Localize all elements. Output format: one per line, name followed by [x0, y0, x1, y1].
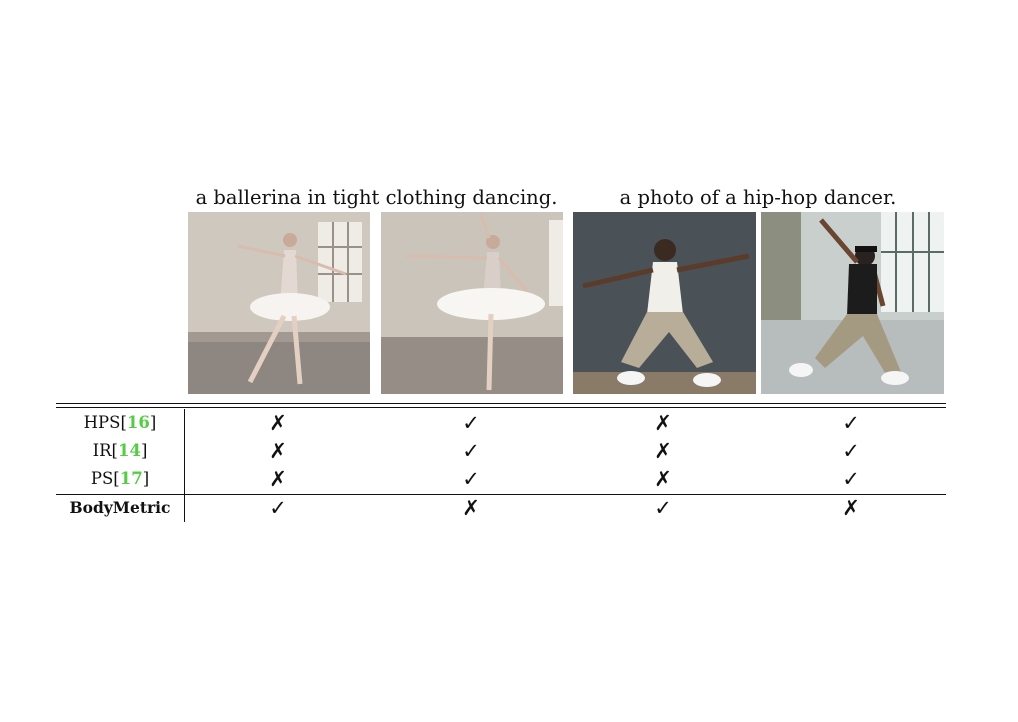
table-row-bodymetric: BodyMetric ✓ ✗ ✓ ✗ — [56, 494, 946, 522]
result-mark: ✓ — [462, 411, 480, 435]
result-mark: ✗ — [462, 496, 480, 520]
row-label: BodyMetric — [69, 498, 171, 517]
result-mark: ✗ — [269, 439, 287, 463]
table-row-hps: HPS[16] ✗ ✓ ✗ ✓ — [56, 409, 946, 437]
result-mark: ✗ — [269, 411, 287, 435]
citation-link[interactable]: 17 — [119, 469, 143, 488]
result-mark: ✓ — [269, 496, 287, 520]
row-label: PS[17] — [90, 469, 150, 488]
table-vertical-rule — [184, 409, 185, 522]
result-mark: ✗ — [654, 411, 672, 435]
result-mark: ✗ — [269, 467, 287, 491]
result-mark: ✓ — [842, 411, 860, 435]
photo-hiphop-1 — [573, 212, 756, 394]
photo-ballerina-2 — [381, 212, 563, 394]
result-mark: ✓ — [842, 439, 860, 463]
result-mark: ✓ — [842, 467, 860, 491]
row-label: IR[14] — [92, 441, 148, 460]
result-mark: ✗ — [654, 439, 672, 463]
table-row-ir: IR[14] ✗ ✓ ✗ ✓ — [56, 437, 946, 465]
caption-ballerina: a ballerina in tight clothing dancing. — [195, 186, 558, 209]
table-row-ps: PS[17] ✗ ✓ ✗ ✓ — [56, 465, 946, 493]
citation-link[interactable]: 16 — [126, 413, 150, 432]
citation-link[interactable]: 14 — [117, 441, 141, 460]
result-mark: ✓ — [462, 439, 480, 463]
result-mark: ✗ — [654, 467, 672, 491]
photo-ballerina-1 — [188, 212, 370, 394]
result-mark: ✗ — [842, 496, 860, 520]
caption-hiphop: a photo of a hip-hop dancer. — [619, 186, 897, 209]
result-mark: ✓ — [462, 467, 480, 491]
row-label: HPS[16] — [83, 413, 157, 432]
table-mid-rule — [56, 494, 946, 495]
table-top-rule-2 — [56, 407, 946, 408]
photo-hiphop-2 — [761, 212, 944, 394]
result-mark: ✓ — [654, 496, 672, 520]
table-top-rule — [56, 403, 946, 404]
